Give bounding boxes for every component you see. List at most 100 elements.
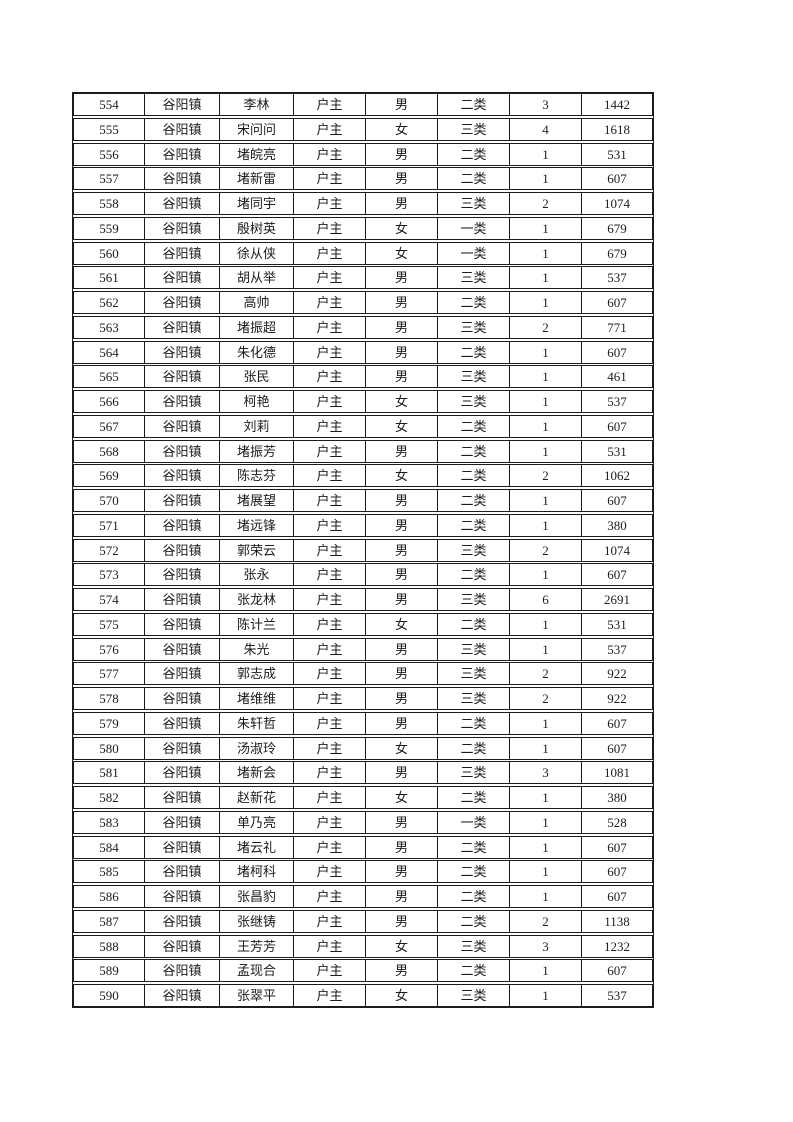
cell-amount: 607 — [607, 740, 627, 756]
cell-name: 堵新会 — [220, 762, 294, 784]
cell-category: 二类 — [438, 886, 510, 907]
cell-category: 二类 — [438, 910, 510, 932]
cell-category: 二类 — [438, 861, 510, 883]
table-row: 558 谷阳镇 堵同宇 户主男三类 2 1074 — [73, 192, 653, 215]
cell-serial: 577 — [74, 663, 145, 685]
cell-relation: 户主 — [294, 316, 366, 338]
table-row: 561 谷阳镇 胡从举 户主男三类 1 537 — [73, 266, 653, 290]
cell-relation: 户主 — [294, 787, 366, 808]
household-table: 554 谷阳镇 李林 户主男二类 3 1442 555 谷阳镇 宋问问 户主女三类 4 1618 556… — [72, 92, 654, 1008]
cell-town: 谷阳镇 — [145, 985, 220, 1006]
cell-category: 二类 — [438, 94, 510, 115]
cell-count: 1 — [510, 366, 582, 388]
table-row: 584 谷阳镇 堵云礼 户主男二类 1 607 — [73, 835, 653, 859]
cell-name: 张昌豹 — [220, 886, 294, 907]
cell-name: 堵同宇 — [220, 193, 294, 214]
cell-serial: 565 — [74, 366, 145, 388]
cell-category: 二类 — [438, 143, 510, 165]
cell-amount: 771 — [607, 319, 627, 335]
cell-category: 三类 — [438, 391, 510, 412]
cell-town: 谷阳镇 — [145, 910, 220, 932]
cell-relation: 户主 — [294, 910, 366, 932]
table-row: 585 谷阳镇 堵柯科 户主男二类 1 607 — [73, 860, 653, 884]
cell-relation: 户主 — [294, 168, 366, 190]
cell-count: 2 — [510, 465, 582, 487]
cell-serial: 567 — [74, 415, 145, 437]
cell-gender: 女 — [366, 465, 438, 487]
cell-count: 1 — [510, 391, 582, 412]
cell-name: 陈志芬 — [220, 465, 294, 487]
cell-town: 谷阳镇 — [145, 118, 220, 140]
cell-gender: 女 — [366, 242, 438, 264]
cell-relation: 户主 — [294, 366, 366, 388]
cell-gender: 男 — [366, 292, 438, 313]
cell-serial: 563 — [74, 316, 145, 338]
cell-relation: 户主 — [294, 118, 366, 140]
cell-town: 谷阳镇 — [145, 391, 220, 412]
cell-gender: 男 — [366, 638, 438, 660]
cell-town: 谷阳镇 — [145, 242, 220, 264]
cell-count: 1 — [510, 712, 582, 734]
cell-serial: 578 — [74, 688, 145, 709]
table-row: 556 谷阳镇 堵皖亮 户主男二类 1 531 — [73, 142, 653, 166]
cell-name: 朱光 — [220, 638, 294, 660]
cell-amount: 607 — [607, 171, 627, 187]
cell-gender: 女 — [366, 935, 438, 957]
cell-amount: 531 — [607, 443, 627, 459]
cell-name: 郭志成 — [220, 663, 294, 685]
cell-relation: 户主 — [294, 391, 366, 412]
cell-name: 郭荣云 — [220, 539, 294, 561]
cell-amount: 537 — [607, 641, 627, 657]
cell-amount: 1074 — [604, 542, 630, 558]
cell-town: 谷阳镇 — [145, 886, 220, 907]
cell-gender: 男 — [366, 94, 438, 115]
cell-count: 2 — [510, 539, 582, 561]
cell-serial: 574 — [74, 589, 145, 610]
cell-serial: 586 — [74, 886, 145, 907]
cell-gender: 男 — [366, 168, 438, 190]
cell-relation: 户主 — [294, 737, 366, 759]
cell-name: 堵柯科 — [220, 861, 294, 883]
cell-name: 朱化德 — [220, 341, 294, 363]
cell-count: 1 — [510, 960, 582, 982]
cell-amount: 537 — [607, 394, 627, 409]
cell-category: 一类 — [438, 242, 510, 264]
cell-category: 三类 — [438, 985, 510, 1006]
cell-count: 1 — [510, 737, 582, 759]
cell-relation: 户主 — [294, 267, 366, 289]
cell-count: 1 — [510, 267, 582, 289]
cell-name: 孟现合 — [220, 960, 294, 982]
cell-town: 谷阳镇 — [145, 316, 220, 338]
cell-gender: 男 — [366, 366, 438, 388]
cell-count: 1 — [510, 143, 582, 165]
cell-amount: 607 — [607, 963, 627, 979]
cell-town: 谷阳镇 — [145, 465, 220, 487]
cell-gender: 男 — [366, 193, 438, 214]
cell-relation: 户主 — [294, 94, 366, 115]
cell-amount: 531 — [607, 616, 627, 632]
cell-count: 1 — [510, 242, 582, 264]
cell-count: 2 — [510, 193, 582, 214]
cell-category: 二类 — [438, 737, 510, 759]
cell-amount: 607 — [607, 839, 627, 855]
cell-category: 二类 — [438, 168, 510, 190]
cell-amount: 461 — [607, 369, 627, 385]
table-row: 571 谷阳镇 堵远锋 户主男二类 1 380 — [73, 513, 653, 537]
cell-amount: 679 — [607, 245, 627, 261]
cell-gender: 男 — [366, 712, 438, 734]
table-row: 577 谷阳镇 郭志成 户主男三类 2 922 — [73, 662, 653, 686]
cell-amount: 1442 — [604, 97, 630, 112]
cell-category: 三类 — [438, 366, 510, 388]
cell-name: 堵云礼 — [220, 836, 294, 858]
cell-category: 三类 — [438, 663, 510, 685]
table-row: 576 谷阳镇 朱光 户主男三类 1 537 — [73, 637, 653, 661]
cell-name: 单乃亮 — [220, 811, 294, 833]
cell-name: 堵展望 — [220, 490, 294, 511]
cell-count: 1 — [510, 638, 582, 660]
table-row: 570 谷阳镇 堵展望 户主男二类 1 607 — [73, 489, 653, 512]
cell-town: 谷阳镇 — [145, 688, 220, 709]
cell-count: 3 — [510, 94, 582, 115]
cell-town: 谷阳镇 — [145, 440, 220, 462]
cell-gender: 女 — [366, 787, 438, 808]
cell-gender: 女 — [366, 985, 438, 1006]
